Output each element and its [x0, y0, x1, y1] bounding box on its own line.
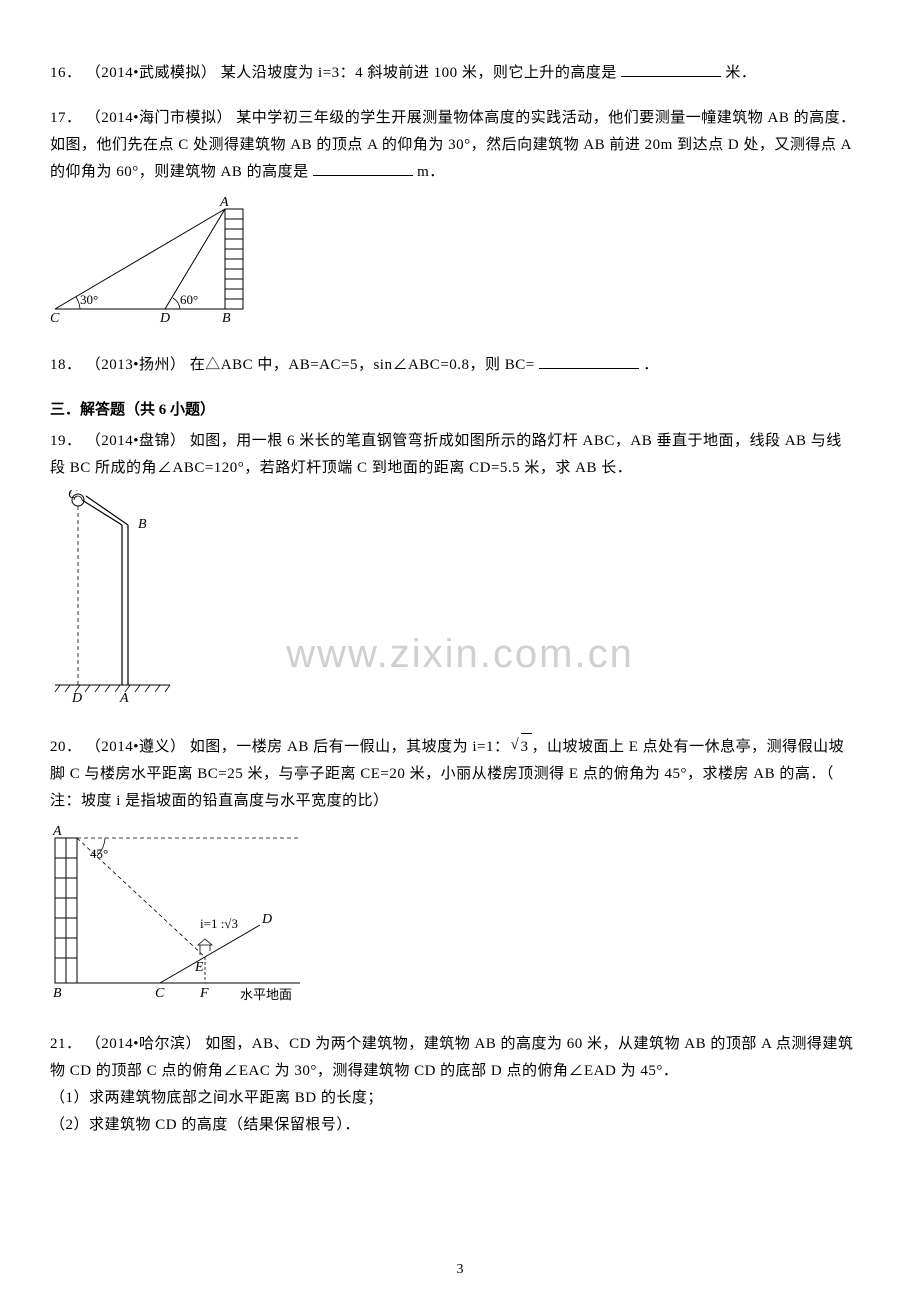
q21-source: （2014•哈尔滨）: [86, 1036, 201, 1052]
question-18: 18． （2013•扬州） 在△ABC 中，AB=AC=5，sin∠ABC=0.…: [50, 352, 870, 379]
q19-label-c: C: [68, 490, 78, 502]
q19-figure: C B A D: [50, 490, 870, 715]
q17-label-c: C: [50, 311, 60, 324]
question-17: 17． （2014•海门市模拟） 某中学初三年级的学生开展测量物体高度的实践活动…: [50, 105, 870, 334]
q17-figure: A B C D 30° 60°: [50, 194, 870, 334]
question-16: 16． （2014•武威模拟） 某人沿坡度为 i=3：4 斜坡前进 100 米，…: [50, 60, 870, 87]
q17-line1: 某中学初三年级的学生开展测量物体高度的实践活动，他们要测量一幢建筑物 AB 的高…: [236, 110, 855, 126]
q20-line1-before: 如图，一楼房 AB 后有一假山，其坡度为 i=1：: [190, 739, 510, 755]
question-21: 21． （2014•哈尔滨） 如图，AB、CD 为两个建筑物，建筑物 AB 的高…: [50, 1031, 870, 1139]
q20-slope: i=1 :√3: [200, 916, 238, 931]
q21-number: 21．: [50, 1036, 82, 1052]
q19-label-b: B: [138, 517, 147, 532]
q17-line2: 如图，他们先在点 C 处测得建筑物 AB 的顶点 A 的仰角为 30°，然后向建…: [50, 132, 870, 159]
q17-angle1: 30°: [80, 292, 98, 307]
q18-blank: [539, 354, 639, 369]
q16-source: （2014•武威模拟）: [86, 65, 217, 81]
q20-line3: 注：坡度 i 是指坡面的铅直高度与水平宽度的比）: [50, 788, 870, 815]
page-number: 3: [457, 1257, 464, 1282]
q20-source: （2014•遵义）: [86, 739, 186, 755]
q20-number: 20．: [50, 739, 82, 755]
q17-line3-after: m．: [417, 164, 445, 180]
q19-number: 19．: [50, 433, 82, 449]
page-content: 16． （2014•武威模拟） 某人沿坡度为 i=3：4 斜坡前进 100 米，…: [50, 60, 870, 1139]
q16-blank: [621, 62, 721, 77]
q20-label-e: E: [194, 960, 204, 975]
q18-source: （2013•扬州）: [86, 357, 186, 373]
q17-blank: [313, 161, 413, 176]
q18-text-after: ．: [643, 357, 659, 373]
q16-number: 16．: [50, 65, 82, 81]
q20-ground: 水平地面: [240, 987, 292, 1002]
q20-angle: 45°: [90, 846, 108, 861]
q21-part2: （2）求建筑物 CD 的高度（结果保留根号）．: [50, 1112, 870, 1139]
q17-label-a: A: [219, 195, 229, 210]
q17-angle2: 60°: [180, 292, 198, 307]
q20-figure: A B C D E F 45° i=1 :√3 水平地面: [50, 823, 870, 1013]
q19-line2: 段 BC 所成的角∠ABC=120°，若路灯杆顶端 C 到地面的距离 CD=5.…: [50, 455, 870, 482]
q19-label-d: D: [71, 691, 82, 705]
q17-label-b: B: [222, 311, 231, 324]
q21-part1: （1）求两建筑物底部之间水平距离 BD 的长度；: [50, 1085, 870, 1112]
q20-label-c: C: [155, 986, 165, 1001]
q20-label-a: A: [52, 824, 62, 839]
q20-label-f: F: [199, 986, 209, 1001]
section3-header: 三．解答题（共 6 小题）: [50, 397, 870, 424]
q20-sqrt3: 3: [521, 733, 532, 761]
q16-text-before: 某人沿坡度为 i=3：4 斜坡前进 100 米，则它上升的高度是: [221, 65, 617, 81]
question-20: 20． （2014•遵义） 如图，一楼房 AB 后有一假山，其坡度为 i=1： 3…: [50, 733, 870, 1013]
q20-label-d: D: [261, 912, 272, 927]
q21-line2: 物 CD 的顶部 C 点的俯角∠EAC 为 30°，测得建筑物 CD 的底部 D…: [50, 1058, 870, 1085]
q20-line1-end: ，山坡坡面上 E 点处有一休息亭，测得假山坡: [532, 739, 845, 755]
q17-source: （2014•海门市模拟）: [86, 110, 232, 126]
q20-line2: 脚 C 与楼房水平距离 BC=25 米，与亭子距离 CE=20 米，小丽从楼房顶…: [50, 761, 870, 788]
question-19: 19． （2014•盘锦） 如图，用一根 6 米长的笔直钢管弯折成如图所示的路灯…: [50, 428, 870, 715]
q17-line3-before: 的仰角为 60°，则建筑物 AB 的高度是: [50, 164, 309, 180]
q19-line1: 如图，用一根 6 米长的笔直钢管弯折成如图所示的路灯杆 ABC，AB 垂直于地面…: [190, 433, 842, 449]
q19-source: （2014•盘锦）: [86, 433, 186, 449]
q19-label-a: A: [119, 691, 129, 705]
q16-text-after: 米．: [725, 65, 756, 81]
q17-label-d: D: [159, 311, 170, 324]
q21-line1: 如图，AB、CD 为两个建筑物，建筑物 AB 的高度为 60 米，从建筑物 AB…: [205, 1036, 853, 1052]
q17-number: 17．: [50, 110, 82, 126]
q18-number: 18．: [50, 357, 82, 373]
q18-text-before: 在△ABC 中，AB=AC=5，sin∠ABC=0.8，则 BC=: [190, 357, 535, 373]
q20-label-b: B: [53, 986, 62, 1001]
